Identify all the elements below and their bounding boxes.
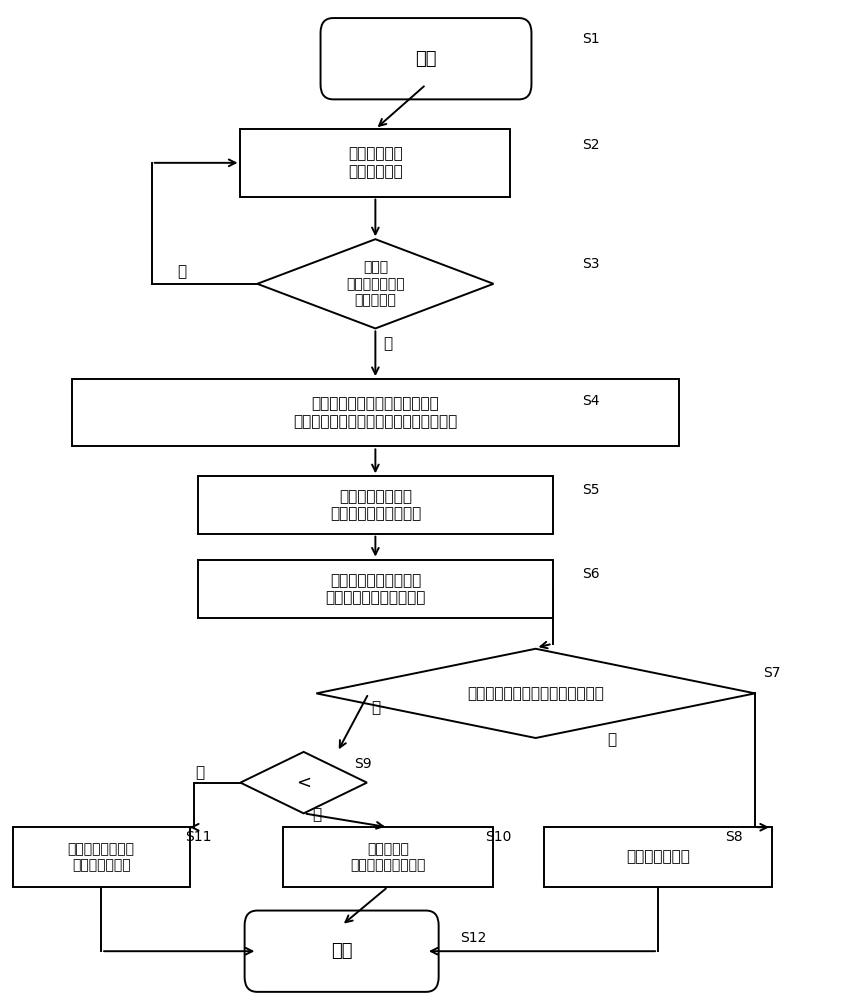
Text: 结束: 结束 bbox=[331, 942, 353, 960]
Text: 评估（一个或多个）目标请求、
计划出各停靠楼层登入／登出的乘客数量: 评估（一个或多个）目标请求、 计划出各停靠楼层登入／登出的乘客数量 bbox=[293, 397, 458, 429]
Text: S8: S8 bbox=[726, 830, 743, 844]
Text: 否: 否 bbox=[371, 700, 380, 715]
Text: 是: 是 bbox=[383, 336, 393, 351]
Text: 对在停靠楼层上登入／
登出的乘客数量加以确定: 对在停靠楼层上登入／ 登出的乘客数量加以确定 bbox=[325, 573, 425, 605]
Text: 接收到
（一个或多个）
目标请求？: 接收到 （一个或多个） 目标请求？ bbox=[346, 261, 405, 307]
Text: 计划的乘客数量＝确定的乘客数量: 计划的乘客数量＝确定的乘客数量 bbox=[467, 686, 604, 701]
Text: S6: S6 bbox=[582, 567, 600, 581]
Text: 是: 是 bbox=[607, 732, 616, 747]
Text: S7: S7 bbox=[763, 666, 781, 680]
Text: 促使门根据
门开启保持时间关闭: 促使门根据 门开启保持时间关闭 bbox=[350, 842, 426, 872]
Text: 等待至少一个
目标请求输入: 等待至少一个 目标请求输入 bbox=[348, 147, 403, 179]
Polygon shape bbox=[316, 649, 755, 738]
Polygon shape bbox=[240, 752, 367, 813]
FancyBboxPatch shape bbox=[320, 18, 532, 99]
Text: S10: S10 bbox=[485, 830, 511, 844]
Bar bbox=[199, 560, 553, 618]
Text: S5: S5 bbox=[582, 483, 600, 497]
Bar bbox=[240, 129, 510, 197]
Text: S3: S3 bbox=[582, 257, 600, 271]
Bar bbox=[199, 476, 553, 534]
Text: 针对各停靠楼层，
确定出门开启保持时间: 针对各停靠楼层， 确定出门开启保持时间 bbox=[330, 489, 421, 521]
Text: S9: S9 bbox=[354, 757, 372, 771]
Text: S4: S4 bbox=[582, 394, 600, 408]
Text: 否: 否 bbox=[195, 765, 204, 780]
Text: 否: 否 bbox=[176, 264, 186, 279]
Text: 开始: 开始 bbox=[415, 50, 437, 68]
Bar bbox=[283, 827, 493, 887]
Text: 促使门根据所确定
的乘客数量关闭: 促使门根据所确定 的乘客数量关闭 bbox=[67, 842, 135, 872]
Bar bbox=[13, 827, 190, 887]
Text: S1: S1 bbox=[582, 32, 600, 46]
Text: S2: S2 bbox=[582, 138, 600, 152]
Text: S12: S12 bbox=[460, 931, 486, 945]
FancyBboxPatch shape bbox=[245, 911, 439, 992]
Polygon shape bbox=[257, 239, 493, 328]
Text: <: < bbox=[296, 774, 311, 792]
Text: S11: S11 bbox=[186, 830, 212, 844]
Bar bbox=[72, 379, 679, 446]
Bar bbox=[544, 827, 772, 887]
Text: 立即促使门关闭: 立即促使门关闭 bbox=[626, 849, 690, 864]
Text: 是: 是 bbox=[312, 807, 321, 822]
